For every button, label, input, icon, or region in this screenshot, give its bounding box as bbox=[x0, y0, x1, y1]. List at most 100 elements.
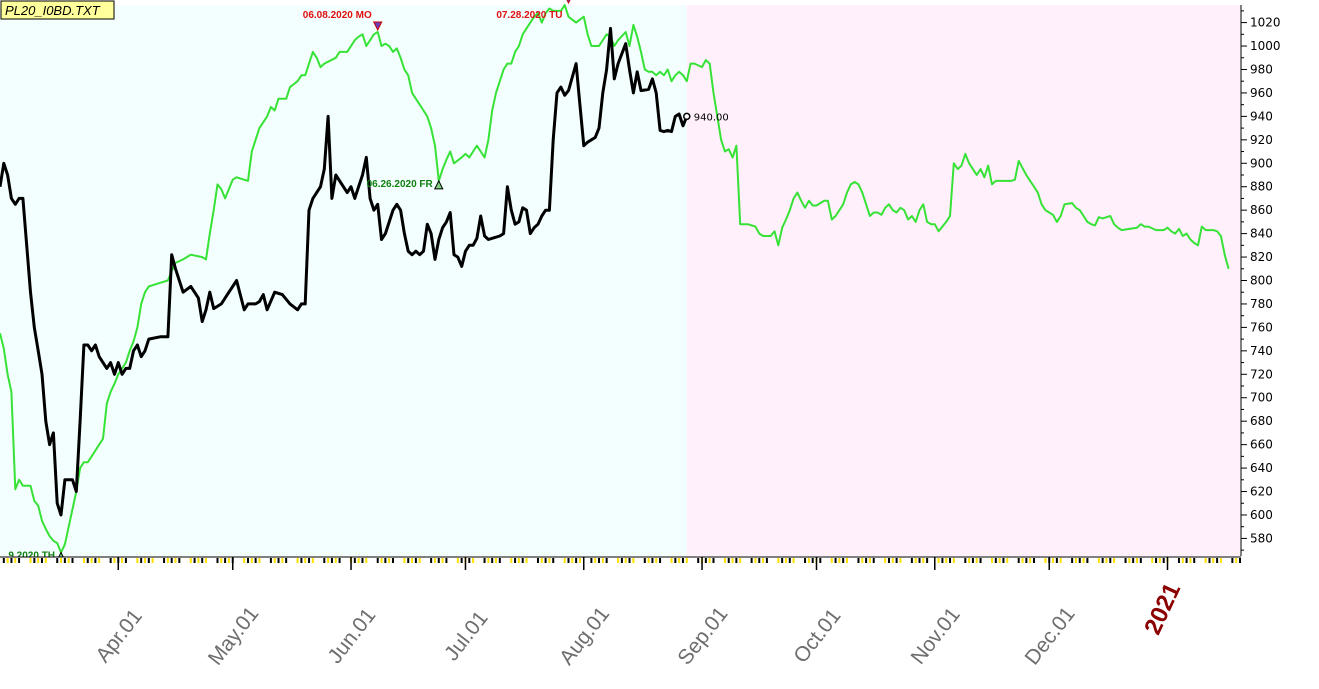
x-day-tick bbox=[18, 558, 21, 563]
x-day-tick bbox=[784, 558, 787, 563]
x-day-tick bbox=[281, 558, 284, 563]
x-day-tick bbox=[6, 558, 9, 563]
x-day-tick bbox=[174, 558, 177, 563]
x-day-tick bbox=[1219, 558, 1222, 563]
y-tick-label: 680 bbox=[1250, 414, 1273, 428]
x-day-tick bbox=[1082, 558, 1085, 563]
x-day-tick bbox=[334, 558, 337, 563]
x-day-tick bbox=[830, 558, 833, 563]
x-day-tick bbox=[124, 558, 127, 563]
future-region bbox=[686, 5, 1240, 556]
x-day-tick bbox=[258, 558, 261, 563]
y-tick-label: 660 bbox=[1250, 438, 1273, 452]
time-axis: Apr.01 May.01 Jun.01 Jul.01 Aug.01 Sep.01 Oct.… bbox=[0, 556, 1241, 670]
x-day-tick bbox=[731, 558, 734, 563]
x-day-tick bbox=[430, 558, 433, 563]
x-day-tick bbox=[1002, 558, 1005, 563]
x-day-tick bbox=[891, 558, 894, 563]
x-day-tick bbox=[979, 558, 982, 563]
x-day-tick bbox=[37, 558, 40, 563]
month-label: Jun.01 bbox=[323, 604, 380, 668]
chart-title: PL20_I0BD.TXT bbox=[5, 3, 101, 18]
x-day-tick bbox=[1132, 558, 1135, 563]
x-day-tick bbox=[216, 558, 219, 563]
x-day-tick bbox=[296, 558, 299, 563]
x-day-tick bbox=[868, 558, 871, 563]
actual-price-line bbox=[0, 26, 689, 517]
y-tick-label: 780 bbox=[1250, 297, 1273, 311]
y-tick-label: 940 bbox=[1250, 109, 1273, 123]
x-day-tick bbox=[601, 558, 604, 563]
x-day-tick bbox=[1086, 558, 1089, 563]
x-day-tick bbox=[975, 558, 978, 563]
x-day-tick bbox=[674, 558, 677, 563]
x-day-tick bbox=[723, 558, 726, 563]
x-day-tick bbox=[121, 558, 124, 563]
x-day-tick bbox=[857, 558, 860, 563]
x-day-tick bbox=[1055, 558, 1058, 563]
x-day-tick bbox=[1177, 558, 1180, 563]
x-day-tick bbox=[1231, 558, 1234, 563]
x-day-tick bbox=[330, 558, 333, 563]
x-day-tick bbox=[1052, 558, 1055, 563]
y-tick-label: 760 bbox=[1250, 320, 1273, 334]
x-day-tick bbox=[594, 558, 597, 563]
y-tick-label: 980 bbox=[1250, 62, 1273, 76]
x-day-tick bbox=[655, 558, 658, 563]
x-day-tick bbox=[1139, 558, 1142, 563]
x-day-tick bbox=[388, 558, 391, 563]
x-day-tick bbox=[1235, 558, 1238, 563]
x-day-tick bbox=[327, 558, 330, 563]
x-day-tick bbox=[63, 558, 66, 563]
x-day-tick bbox=[937, 558, 940, 563]
x-day-tick bbox=[323, 558, 326, 563]
x-day-tick bbox=[525, 558, 528, 563]
month-label: Apr.01 bbox=[91, 605, 147, 667]
x-day-tick bbox=[151, 558, 154, 563]
x-day-tick bbox=[1071, 558, 1074, 563]
x-day-tick bbox=[1044, 558, 1047, 563]
x-day-tick bbox=[468, 558, 471, 563]
x-day-tick bbox=[735, 558, 738, 563]
x-day-tick bbox=[552, 558, 555, 563]
x-day-tick bbox=[884, 558, 887, 563]
x-day-tick bbox=[647, 558, 650, 563]
x-day-tick bbox=[952, 558, 955, 563]
x-day-tick bbox=[1212, 558, 1215, 563]
annotation-layer: 06.08.2020 MO 07.28.2020 TU 06.26.2020 FR 9… bbox=[8, 0, 729, 561]
x-day-tick bbox=[277, 558, 280, 563]
x-day-tick bbox=[781, 558, 784, 563]
x-day-tick bbox=[82, 558, 85, 563]
x-day-tick bbox=[842, 558, 845, 563]
x-day-tick bbox=[510, 558, 513, 563]
x-day-tick bbox=[86, 558, 89, 563]
x-day-tick bbox=[90, 558, 93, 563]
x-day-tick bbox=[628, 558, 631, 563]
x-day-tick bbox=[109, 558, 112, 563]
x-day-tick bbox=[201, 558, 204, 563]
last-price-marker-icon bbox=[683, 112, 691, 121]
x-day-tick bbox=[739, 558, 742, 563]
y-tick-label: 620 bbox=[1250, 485, 1273, 499]
x-day-tick bbox=[899, 558, 902, 563]
x-day-tick bbox=[98, 558, 101, 563]
x-day-tick bbox=[632, 558, 635, 563]
peak-marker-icon bbox=[372, 21, 383, 32]
x-day-tick bbox=[1025, 558, 1028, 563]
x-day-tick bbox=[968, 558, 971, 563]
x-day-tick bbox=[1059, 558, 1062, 563]
x-day-tick bbox=[1151, 558, 1154, 563]
y-tick-label: 580 bbox=[1250, 531, 1273, 545]
y-tick-label: 740 bbox=[1250, 344, 1273, 358]
month-label: Sep.01 bbox=[673, 603, 732, 670]
x-day-tick bbox=[1078, 558, 1081, 563]
x-day-tick bbox=[971, 558, 974, 563]
x-day-tick bbox=[1208, 558, 1211, 563]
x-day-tick bbox=[708, 558, 711, 563]
x-day-tick bbox=[571, 558, 574, 563]
y-tick-label: 880 bbox=[1250, 180, 1273, 194]
x-day-tick bbox=[220, 558, 223, 563]
x-day-tick bbox=[472, 558, 475, 563]
x-day-tick bbox=[441, 558, 444, 563]
